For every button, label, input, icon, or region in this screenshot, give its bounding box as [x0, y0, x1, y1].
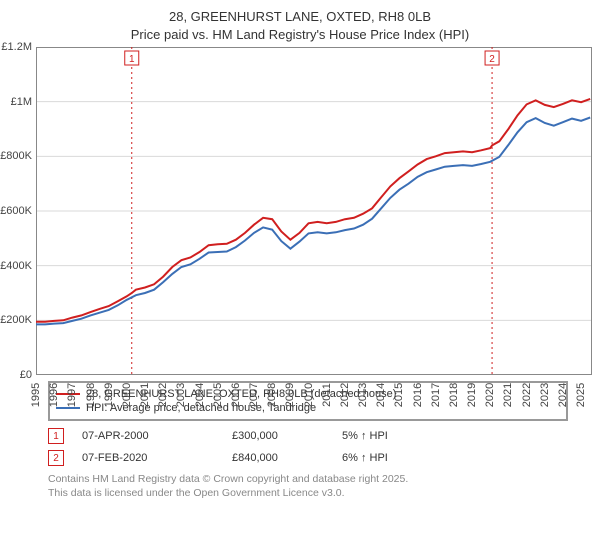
- y-tick-label: £0: [20, 369, 32, 381]
- x-tick-label: 2016: [412, 383, 424, 407]
- x-tick-label: 1998: [85, 383, 97, 407]
- x-tick-label: 1999: [103, 383, 115, 407]
- title-line2: Price paid vs. HM Land Registry's House …: [131, 27, 469, 42]
- x-tick-label: 2025: [575, 383, 587, 407]
- x-tick-label: 2002: [157, 383, 169, 407]
- x-tick-label: 2003: [175, 383, 187, 407]
- x-tick-label: 2014: [375, 383, 387, 407]
- x-tick-label: 2010: [303, 383, 315, 407]
- x-tick-label: 2021: [502, 383, 514, 407]
- y-tick-label: £600K: [0, 205, 32, 217]
- x-tick-label: 2022: [521, 383, 533, 407]
- event-date: 07-FEB-2020: [82, 452, 232, 464]
- event-row: 2 07-FEB-2020£840,0006% ↑ HPI: [48, 447, 588, 469]
- event-marker-icon: 1: [48, 428, 64, 444]
- attribution-text: Contains HM Land Registry data © Crown c…: [48, 473, 588, 500]
- x-tick-label: 2019: [466, 383, 478, 407]
- x-tick-label: 2015: [393, 383, 405, 407]
- event-row: 1 07-APR-2000£300,0005% ↑ HPI: [48, 425, 588, 447]
- event-marker-icon: 2: [48, 450, 64, 466]
- x-tick-label: 2001: [139, 383, 151, 407]
- x-tick-label: 2004: [194, 383, 206, 407]
- y-tick-label: £1M: [11, 96, 32, 108]
- chart-area: 12 1995199619971998199920002001200220032…: [36, 47, 592, 375]
- x-tick-label: 2018: [448, 383, 460, 407]
- x-tick-label: 2009: [284, 383, 296, 407]
- event-date: 07-APR-2000: [82, 430, 232, 442]
- x-tick-label: 2013: [357, 383, 369, 407]
- y-tick-label: £1.2M: [1, 41, 32, 53]
- chart-svg: 12: [36, 47, 592, 375]
- y-tick-label: £800K: [0, 150, 32, 162]
- x-tick-label: 2007: [248, 383, 260, 407]
- y-tick-label: £400K: [0, 260, 32, 272]
- x-tick-label: 1996: [48, 383, 60, 407]
- x-tick-label: 2011: [321, 383, 333, 407]
- event-delta: 5% ↑ HPI: [342, 430, 388, 442]
- x-axis: 1995199619971998199920002001200220032004…: [36, 375, 592, 415]
- x-tick-label: 2017: [430, 383, 442, 407]
- x-tick-label: 1995: [30, 383, 42, 407]
- x-tick-label: 1997: [66, 383, 78, 407]
- x-tick-label: 2020: [484, 383, 496, 407]
- event-markers-table: 1 07-APR-2000£300,0005% ↑ HPI 2 07-FEB-2020…: [48, 425, 588, 469]
- x-tick-label: 2005: [212, 383, 224, 407]
- x-tick-label: 2012: [339, 383, 351, 407]
- chart-title: 28, GREENHURST LANE, OXTED, RH8 0LB Pric…: [12, 8, 588, 43]
- x-tick-label: 2000: [121, 383, 133, 407]
- event-price: £300,000: [232, 430, 342, 442]
- x-tick-label: 2008: [266, 383, 278, 407]
- x-tick-label: 2023: [539, 383, 551, 407]
- event-delta: 6% ↑ HPI: [342, 452, 388, 464]
- title-line1: 28, GREENHURST LANE, OXTED, RH8 0LB: [169, 9, 431, 24]
- svg-text:2: 2: [489, 54, 495, 65]
- event-price: £840,000: [232, 452, 342, 464]
- x-tick-label: 2024: [557, 383, 569, 407]
- y-tick-label: £200K: [0, 314, 32, 326]
- x-tick-label: 2006: [230, 383, 242, 407]
- svg-text:1: 1: [129, 54, 135, 65]
